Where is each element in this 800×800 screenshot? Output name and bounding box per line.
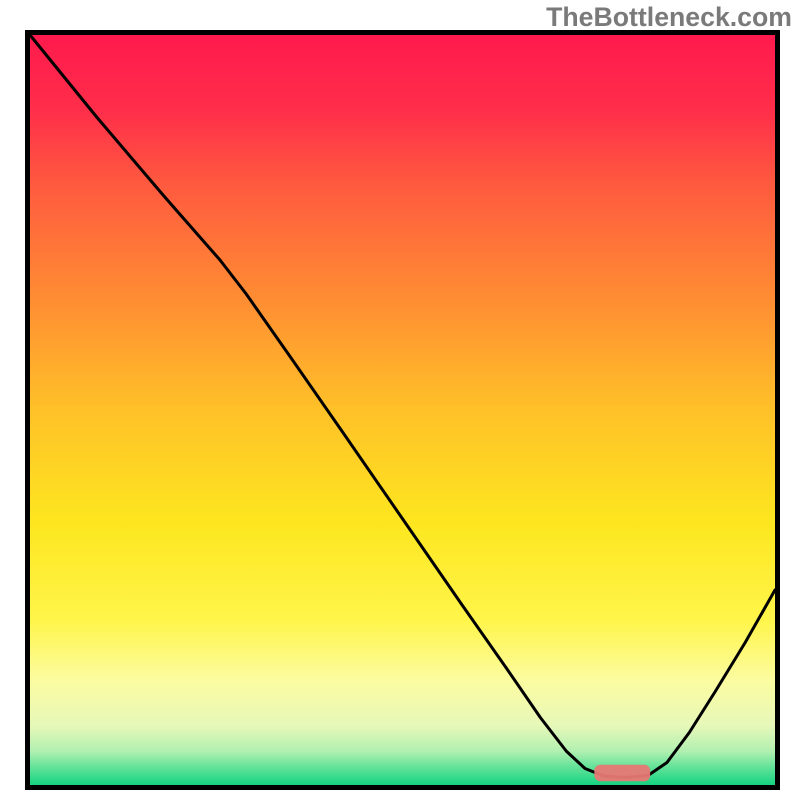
watermark-text: TheBottleneck.com [546, 2, 792, 33]
chart-container: TheBottleneck.com [0, 0, 800, 800]
optimal-marker [594, 765, 650, 782]
gradient-background [30, 35, 775, 785]
plot-area [25, 30, 780, 790]
chart-svg [25, 30, 780, 790]
